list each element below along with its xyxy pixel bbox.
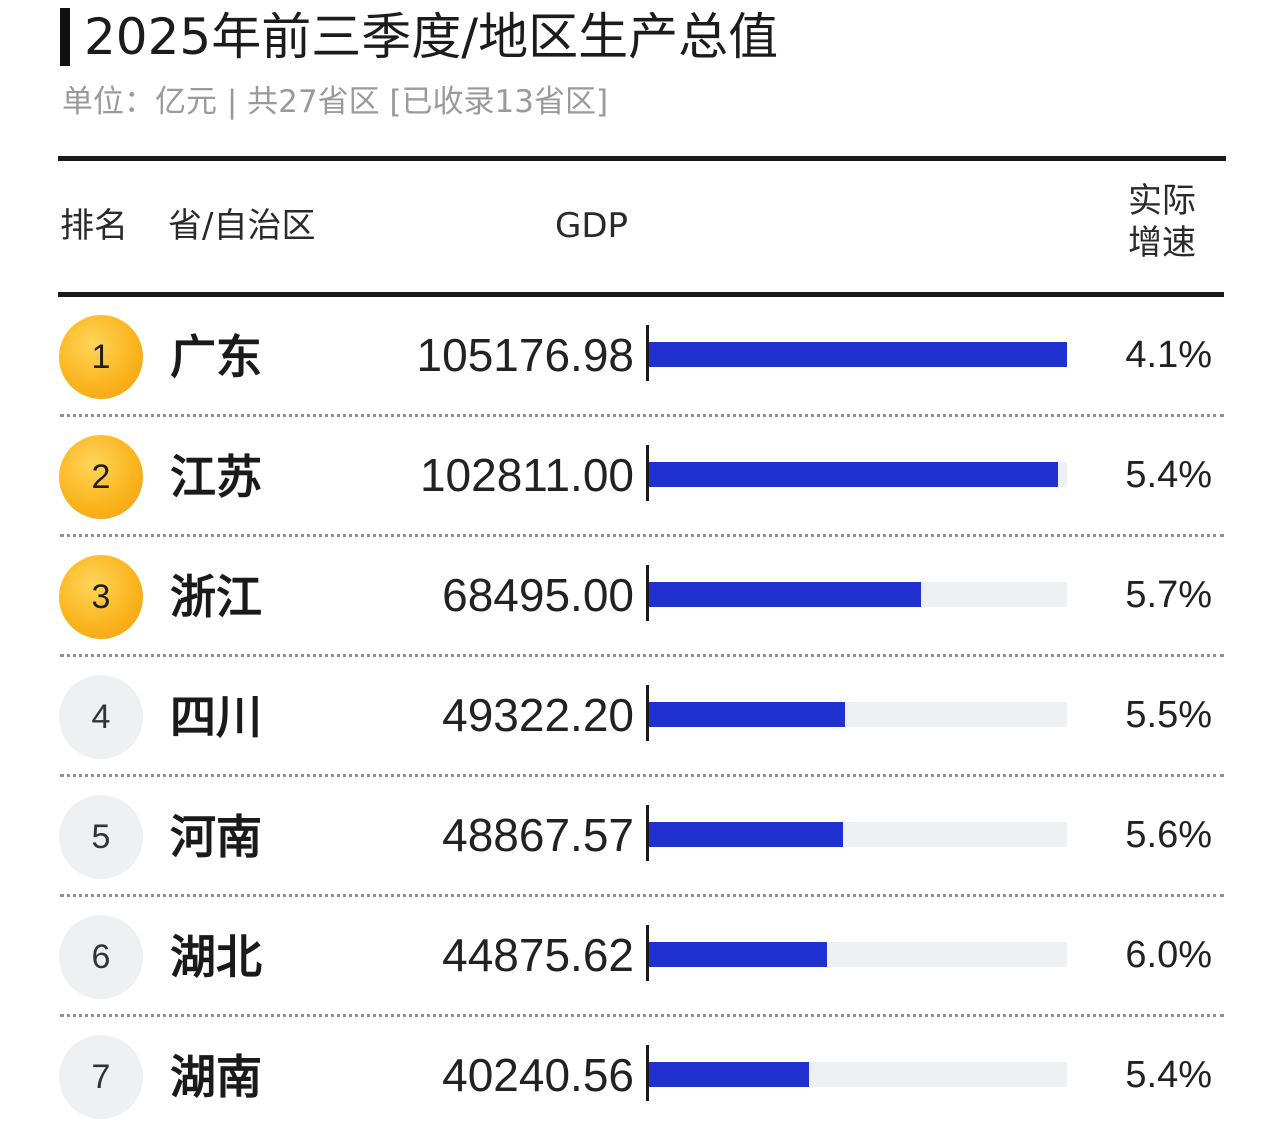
table-row: 4 四川 49322.20 5.5% bbox=[0, 657, 1270, 777]
province-name: 湖南 bbox=[170, 1050, 262, 1104]
gdp-bar bbox=[649, 1062, 809, 1087]
bar-baseline bbox=[646, 1045, 649, 1101]
header-bottom-rule bbox=[58, 292, 1224, 297]
bar-baseline bbox=[646, 925, 649, 981]
gdp-value: 40240.56 bbox=[442, 1049, 634, 1101]
chart-subtitle: 单位：亿元 | 共27省区 [已收录13省区] bbox=[62, 84, 609, 120]
gdp-bar bbox=[649, 822, 843, 847]
gdp-value: 102811.00 bbox=[419, 449, 634, 501]
rank-badge: 1 bbox=[59, 315, 143, 399]
gdp-bar bbox=[649, 942, 827, 967]
row-separator bbox=[60, 654, 1224, 657]
growth-rate: 5.4% bbox=[1125, 1054, 1212, 1096]
gdp-bar bbox=[649, 342, 1067, 367]
growth-rate: 5.7% bbox=[1125, 574, 1212, 616]
bar-baseline bbox=[646, 325, 649, 381]
rank-badge: 2 bbox=[59, 435, 143, 519]
table-row: 2 江苏 102811.00 5.4% bbox=[0, 417, 1270, 537]
header-top-rule bbox=[58, 156, 1226, 161]
growth-rate: 5.4% bbox=[1125, 454, 1212, 496]
growth-rate: 6.0% bbox=[1125, 934, 1212, 976]
rank-badge: 6 bbox=[59, 915, 143, 999]
bar-baseline bbox=[646, 565, 649, 621]
title-accent-bar bbox=[60, 8, 70, 66]
header-gdp: GDP bbox=[555, 206, 629, 246]
growth-rate: 4.1% bbox=[1125, 334, 1212, 376]
province-name: 湖北 bbox=[170, 930, 262, 984]
row-separator bbox=[60, 1014, 1224, 1017]
gdp-value: 48867.57 bbox=[442, 809, 634, 861]
gdp-bar bbox=[649, 582, 921, 607]
gdp-value: 49322.20 bbox=[442, 689, 634, 741]
header-province: 省/自治区 bbox=[168, 206, 316, 246]
table-row: 7 湖南 40240.56 5.4% bbox=[0, 1017, 1270, 1137]
bar-baseline bbox=[646, 805, 649, 861]
row-separator bbox=[60, 774, 1224, 777]
bar-baseline bbox=[646, 445, 649, 501]
table-row: 1 广东 105176.98 4.1% bbox=[0, 297, 1270, 417]
province-name: 四川 bbox=[170, 690, 262, 744]
header-growth: 实际增速 bbox=[1128, 181, 1196, 263]
province-name: 浙江 bbox=[170, 570, 262, 624]
gdp-value: 105176.98 bbox=[416, 329, 634, 381]
row-separator bbox=[60, 414, 1224, 417]
province-name: 河南 bbox=[170, 810, 262, 864]
province-name: 广东 bbox=[170, 330, 262, 384]
rank-badge: 3 bbox=[59, 555, 143, 639]
growth-rate: 5.6% bbox=[1125, 814, 1212, 856]
chart-title: 2025年前三季度/地区生产总值 bbox=[84, 8, 779, 66]
rank-badge: 5 bbox=[59, 795, 143, 879]
bar-baseline bbox=[646, 685, 649, 741]
table-row: 5 河南 48867.57 5.6% bbox=[0, 777, 1270, 897]
growth-rate: 5.5% bbox=[1125, 694, 1212, 736]
row-separator bbox=[60, 534, 1224, 537]
gdp-value: 68495.00 bbox=[442, 569, 634, 621]
table-row: 3 浙江 68495.00 5.7% bbox=[0, 537, 1270, 657]
rank-badge: 7 bbox=[59, 1035, 143, 1119]
gdp-bar bbox=[649, 702, 845, 727]
gdp-bar bbox=[649, 462, 1058, 487]
rank-badge: 4 bbox=[59, 675, 143, 759]
row-separator bbox=[60, 894, 1224, 897]
gdp-value: 44875.62 bbox=[442, 929, 634, 981]
province-name: 江苏 bbox=[170, 450, 262, 504]
header-rank: 排名 bbox=[60, 206, 128, 246]
table-row: 6 湖北 44875.62 6.0% bbox=[0, 897, 1270, 1017]
